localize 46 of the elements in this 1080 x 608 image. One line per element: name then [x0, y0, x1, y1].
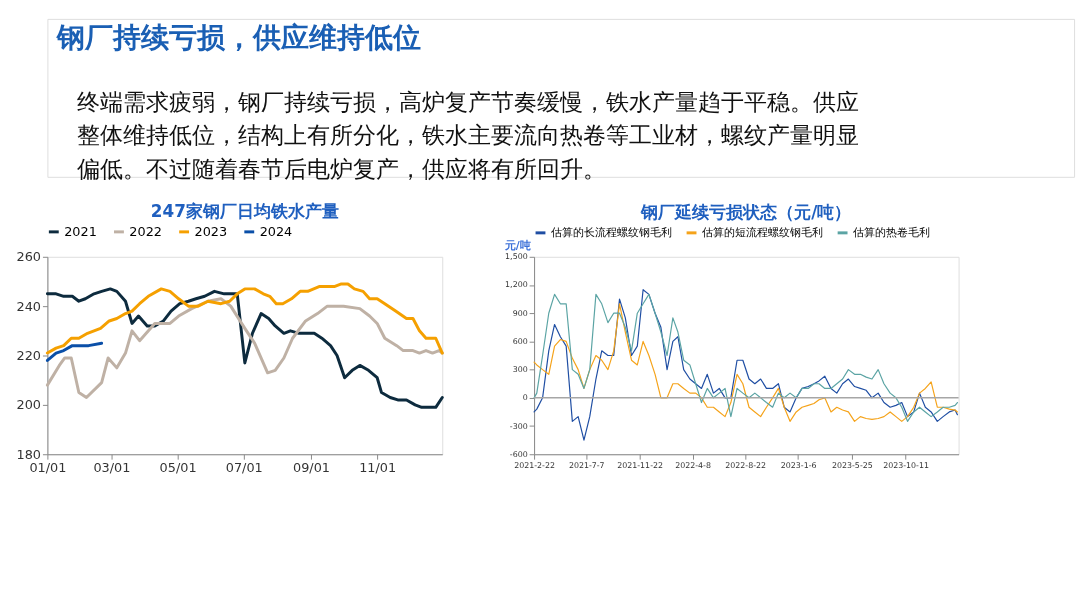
line-series: [45, 287, 444, 409]
y-tick-label: 180: [16, 446, 41, 462]
x-tick-label: 2023-1-6: [780, 460, 817, 470]
chart-title: 钢厂延续亏损状态（元/吨）: [640, 202, 852, 223]
y-tick-label: 260: [16, 249, 41, 265]
x-tick-label: 11/01: [359, 459, 397, 475]
y-tick-label: 300: [512, 365, 528, 375]
y-axis-title: 元/吨: [503, 239, 531, 253]
chart-title: 247家钢厂日均铁水产量: [150, 201, 339, 222]
legend-label: 估算的短流程螺纹钢毛利: [701, 225, 823, 239]
y-tick-label: 600: [512, 336, 528, 346]
x-tick-label: 2021-2-22: [514, 460, 555, 470]
x-tick-label: 07/01: [225, 459, 263, 475]
x-tick-label: 2023-5-25: [831, 460, 873, 470]
legend-label: 2023: [194, 223, 228, 239]
line-series: [45, 282, 444, 355]
line-series: [45, 297, 444, 399]
x-tick-label: 2022-4-8: [675, 460, 711, 470]
x-tick-label: 2021-11-22: [617, 460, 664, 470]
x-tick-label: 01/01: [29, 459, 67, 475]
x-tick-label: 2023-10-11: [883, 460, 929, 470]
legend-label: 估算的长流程螺纹钢毛利: [550, 225, 672, 239]
y-tick-label: 0: [522, 393, 528, 403]
text: 整体维持低位，结构上有所分化，铁水主要流向热卷等工业材，螺纹产量明显: [77, 122, 859, 149]
line-series: [533, 289, 958, 441]
legend-label: 估算的热卷毛利: [852, 225, 930, 239]
x-tick-label: 09/01: [293, 459, 330, 475]
text: 偏低。不过随着春节后电炉复产，供应将有所回升。: [77, 155, 606, 182]
y-tick-label: 900: [512, 308, 528, 318]
x-tick-label: 05/01: [159, 459, 197, 475]
text: 终端需求疲弱，钢厂持续亏损，高炉复产节奏缓慢，铁水产量趋于平稳。供应: [77, 88, 859, 115]
text: 钢厂持续亏损，供应维持低位: [56, 20, 422, 54]
y-tick-label: 1,200: [505, 280, 528, 290]
legend-label: 2021: [64, 223, 97, 239]
y-tick-label: 220: [16, 347, 41, 363]
x-tick-label: 2022-8-22: [725, 460, 767, 470]
legend-label: 2022: [129, 223, 162, 239]
y-tick-label: 1,500: [505, 252, 528, 262]
x-tick-label: 03/01: [93, 459, 131, 475]
x-tick-label: 2021-7-7: [568, 460, 605, 470]
legend-label: 2024: [259, 223, 293, 239]
y-tick-label: -300: [509, 421, 528, 431]
y-tick-label: -600: [509, 449, 528, 459]
y-tick-label: 240: [16, 298, 41, 314]
line-series: [45, 341, 104, 362]
y-tick-label: 200: [16, 397, 41, 413]
